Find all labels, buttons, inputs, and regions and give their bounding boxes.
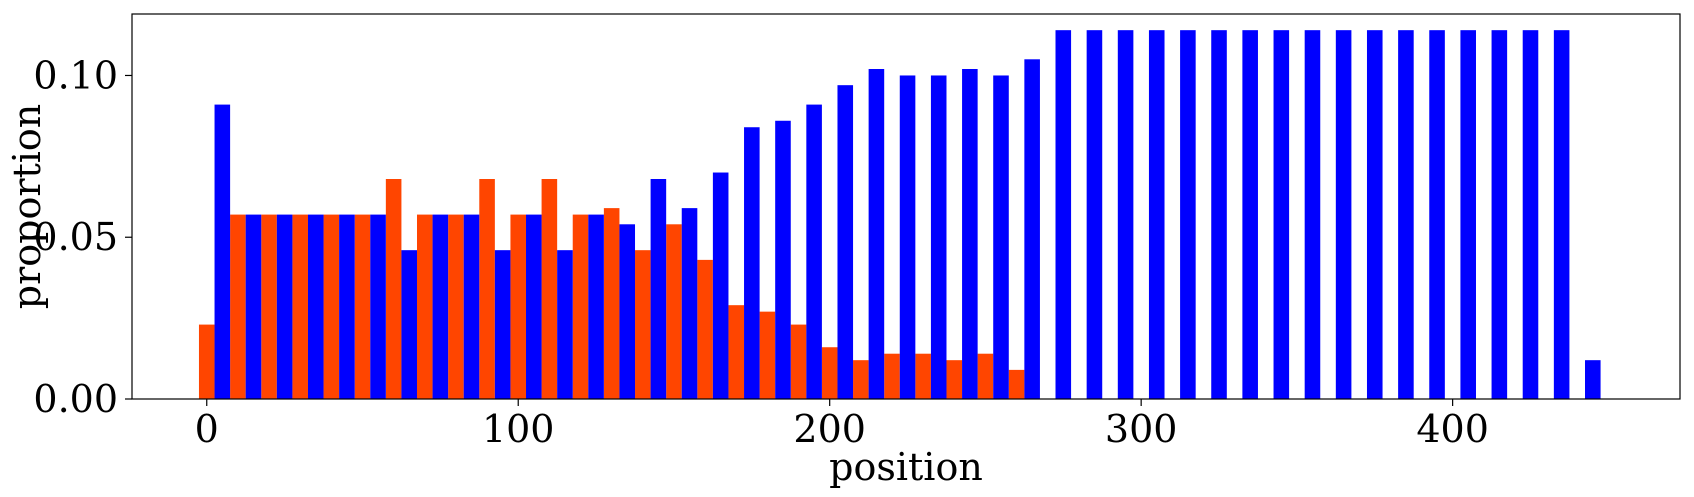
bar-series2-33	[1242, 30, 1258, 399]
bar-series2-40	[1460, 30, 1476, 399]
bar-series1-24	[946, 360, 963, 399]
y-tick-label: 0.05	[33, 215, 118, 259]
bar-series2-2	[276, 214, 293, 399]
bar-series2-9	[494, 250, 511, 399]
x-tick-label: 100	[482, 407, 555, 451]
bar-series2-41	[1491, 30, 1508, 399]
bar-series1-4	[323, 214, 340, 399]
y-axis-ticks: 0.00 0.05 0.10	[33, 53, 132, 421]
y-tick-label: 0.00	[33, 377, 118, 421]
bar-series1-13	[603, 208, 620, 399]
bar-series1-10	[510, 214, 527, 399]
bar-series2-8	[463, 214, 480, 399]
y-tick-label: 0.10	[33, 53, 118, 97]
bar-series2-28	[1086, 30, 1103, 399]
bar-series1-11	[541, 179, 558, 399]
bar-series1-21	[853, 360, 869, 399]
bar-series2-35	[1304, 30, 1321, 399]
x-tick-label: 0	[195, 407, 219, 451]
bar-series1-16	[697, 259, 713, 399]
bar-series1-22	[884, 353, 900, 399]
x-tick-label: 200	[793, 407, 866, 451]
x-tick-label: 300	[1105, 407, 1178, 451]
bar-series2-30	[1148, 30, 1165, 399]
bars-group	[198, 30, 1601, 400]
bar-series2-1	[245, 214, 262, 399]
bar-series2-14	[650, 179, 667, 399]
bar-series2-23	[930, 75, 947, 400]
bar-series2-3	[307, 214, 324, 399]
bar-series2-31	[1180, 30, 1196, 399]
bar-series1-3	[292, 214, 308, 399]
bar-series2-39	[1429, 30, 1445, 399]
bar-series1-19	[790, 324, 807, 399]
bar-series1-2	[261, 214, 277, 399]
bar-series2-18	[775, 120, 791, 399]
bar-series2-34	[1273, 30, 1290, 399]
x-axis-ticks: 0 100 200 300 400	[195, 399, 1489, 451]
bar-series2-11	[557, 250, 573, 399]
y-axis-label: proportion	[5, 104, 49, 310]
bar-series2-10	[526, 214, 542, 399]
bar-series1-23	[915, 353, 931, 399]
bar-series2-19	[806, 104, 822, 400]
bar-series2-4	[339, 214, 355, 399]
bar-series1-15	[666, 224, 682, 399]
bar-series2-6	[401, 250, 417, 399]
bar-series1-7	[416, 214, 433, 399]
bar-series2-42	[1522, 30, 1539, 399]
bar-series1-17	[728, 305, 745, 399]
bar-series2-21	[868, 69, 885, 399]
x-tick-label: 400	[1416, 407, 1489, 451]
bar-series2-16	[712, 172, 729, 399]
bar-series2-24	[962, 69, 978, 399]
bar-series2-17	[744, 127, 760, 399]
bar-series2-32	[1211, 30, 1227, 399]
bar-series1-0	[198, 324, 215, 399]
bar-series1-5	[354, 214, 371, 399]
bar-series2-20	[837, 85, 854, 400]
bar-series1-14	[635, 250, 651, 399]
x-axis-label: position	[829, 445, 983, 489]
bar-series2-13	[619, 224, 636, 399]
bar-series1-8	[448, 214, 464, 399]
bar-series2-36	[1335, 30, 1352, 399]
bar-series2-37	[1366, 30, 1383, 399]
bar-series2-15	[681, 208, 698, 399]
bar-series2-7	[432, 214, 449, 399]
bar-series1-18	[759, 311, 776, 399]
bar-series2-5	[370, 214, 386, 399]
bar-series2-44	[1585, 360, 1601, 399]
bar-series1-20	[821, 347, 838, 399]
bar-series2-0	[214, 104, 231, 400]
bar-series2-25	[993, 75, 1009, 400]
bar-series1-25	[977, 353, 994, 399]
bar-series1-26	[1008, 369, 1025, 399]
plot-frame	[131, 13, 1681, 400]
bar-series1-12	[572, 214, 589, 399]
bar-series1-6	[385, 179, 402, 399]
bar-series2-22	[899, 75, 916, 400]
bar-series2-38	[1398, 30, 1414, 399]
bar-series2-26	[1024, 59, 1040, 399]
bar-series2-27	[1055, 30, 1072, 399]
bar-series2-29	[1117, 30, 1134, 399]
bar-series2-12	[588, 214, 604, 399]
bar-series1-1	[230, 214, 246, 399]
bar-series1-9	[479, 179, 495, 399]
bar-series2-43	[1553, 30, 1570, 399]
